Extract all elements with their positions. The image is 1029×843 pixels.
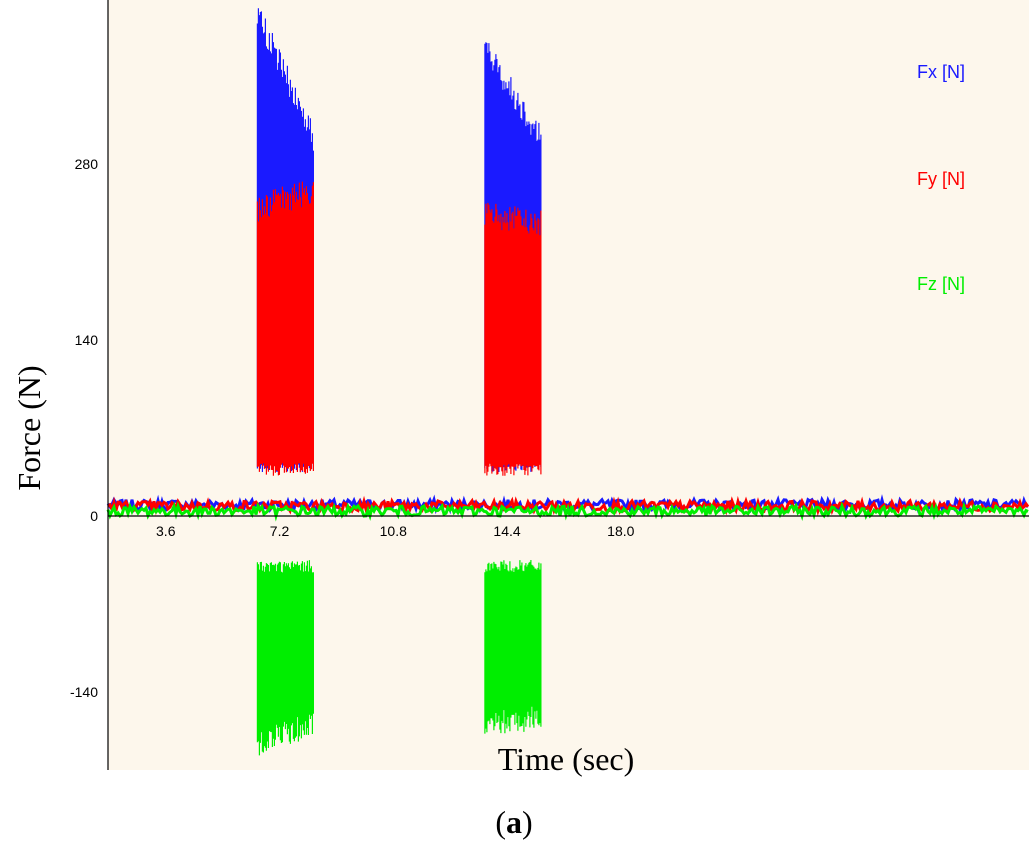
y-tick-label: 140	[75, 332, 99, 348]
legend-entry: Fy [N]	[917, 169, 965, 189]
series-baseline	[106, 494, 1029, 515]
legend-entry: Fz [N]	[917, 274, 965, 294]
x-axis-label: Time (sec)	[498, 741, 635, 777]
plot-area	[108, 0, 1029, 770]
series-burst-1	[256, 560, 314, 756]
y-tick-label: 0	[90, 508, 98, 524]
series-layer	[106, 8, 1029, 756]
legend: Fx [N] Fy [N] Fz [N]	[917, 62, 965, 294]
legend-entry: Fx [N]	[917, 62, 965, 82]
series-3	[106, 501, 1029, 756]
y-axis-label: Force (N)	[11, 365, 47, 490]
series-burst-2	[484, 202, 542, 476]
series-baseline	[106, 501, 1029, 522]
panel-label: (a)	[495, 804, 532, 840]
x-tick-labels: 3.6 7.2 10.8 14.4 18.0	[156, 523, 635, 539]
x-tick-label: 3.6	[156, 523, 176, 539]
y-tick-label: -140	[70, 684, 98, 700]
y-tick-label: 280	[75, 156, 99, 172]
x-tick-label: 7.2	[270, 523, 290, 539]
x-tick-label: 10.8	[380, 523, 407, 539]
y-tick-labels: 280 140 0 -140	[70, 156, 98, 700]
x-tick-label: 18.0	[607, 523, 634, 539]
panel-label-letter: a	[506, 804, 522, 840]
series-burst-2	[484, 560, 542, 734]
x-tick-label: 14.4	[493, 523, 520, 539]
series-burst-1	[256, 181, 314, 476]
